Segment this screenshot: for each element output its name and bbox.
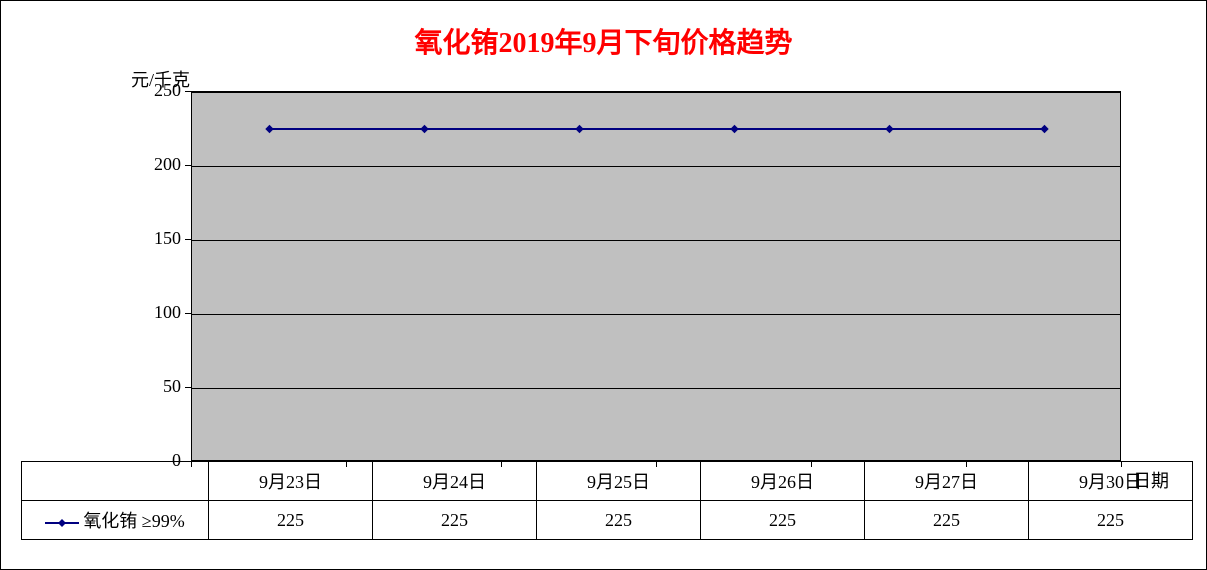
legend-label: 氧化铕 ≥99% [83, 511, 184, 531]
y-tick-label: 50 [131, 376, 181, 397]
table-value-cell: 225 [537, 501, 701, 540]
legend-marker-icon [45, 517, 79, 529]
table-category-cell: 9月27日 [865, 462, 1029, 501]
table-value-cell: 225 [1029, 501, 1193, 540]
series-line [192, 92, 1122, 462]
table-header-row: 9月23日9月24日9月25日9月26日9月27日9月30日 [22, 462, 1193, 501]
gridline [192, 240, 1120, 241]
gridline [192, 166, 1120, 167]
gridline [192, 92, 1120, 93]
legend-cell: 氧化铕 ≥99% [22, 501, 209, 540]
data-table: 9月23日9月24日9月25日9月26日9月27日9月30日氧化铕 ≥99% 22… [21, 461, 1193, 540]
table-category-cell: 9月26日 [701, 462, 865, 501]
table-category-cell: 9月24日 [373, 462, 537, 501]
table-value-cell: 225 [373, 501, 537, 540]
table-category-cell: 9月23日 [209, 462, 373, 501]
table-data-row: 氧化铕 ≥99%225225225225225225 [22, 501, 1193, 540]
y-tick-label: 250 [131, 80, 181, 101]
table-value-cell: 225 [209, 501, 373, 540]
chart-title: 氧化铕2019年9月下旬价格趋势 [1, 21, 1206, 61]
gridline [192, 388, 1120, 389]
y-tick-mark [185, 91, 191, 92]
plot-area [191, 91, 1121, 461]
chart-container: 氧化铕2019年9月下旬价格趋势 元/千克 050100150200250 日期… [0, 0, 1207, 570]
gridline [192, 314, 1120, 315]
y-tick-label: 100 [131, 302, 181, 323]
y-tick-mark [185, 165, 191, 166]
y-tick-mark [185, 313, 191, 314]
y-tick-mark [185, 387, 191, 388]
y-tick-label: 150 [131, 228, 181, 249]
table-category-cell: 9月25日 [537, 462, 701, 501]
y-tick-mark [185, 239, 191, 240]
table-category-cell: 9月30日 [1029, 462, 1193, 501]
table-corner-cell [22, 462, 209, 501]
table-value-cell: 225 [865, 501, 1029, 540]
table-value-cell: 225 [701, 501, 865, 540]
y-tick-label: 200 [131, 154, 181, 175]
